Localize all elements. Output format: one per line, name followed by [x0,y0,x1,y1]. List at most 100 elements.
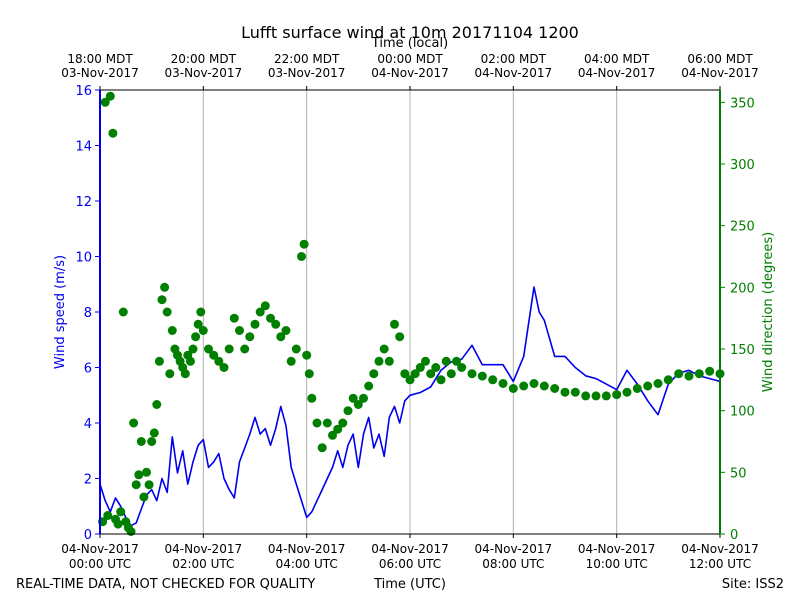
left-y-tick-label: 2 [84,473,92,488]
direction-point [467,369,477,379]
direction-point [379,344,389,354]
top-tick-label-time: 06:00 MDT [687,52,753,66]
direction-point [395,332,405,342]
direction-point [591,391,601,401]
top-tick-label-date: 03-Nov-2017 [165,66,243,80]
direction-point [322,418,332,428]
direction-point [139,492,149,502]
direction-point [297,252,306,261]
x-tick-label-time: 04:00 UTC [276,557,338,571]
x-tick-label-date: 04-Nov-2017 [371,542,449,556]
direction-point [144,480,154,490]
direction-point [214,356,224,366]
direction-point [180,369,190,379]
top-tick-label-date: 04-Nov-2017 [475,66,553,80]
direction-point [539,381,549,391]
speed-line [99,286,721,527]
direction-point [436,375,446,385]
direction-point [405,375,415,385]
right-y-tick-label: 200 [730,281,755,296]
direction-point [374,356,384,366]
right-y-tick-label: 100 [730,405,755,420]
direction-point [333,424,343,434]
left-axis-label: Wind speed (m/s) [53,255,68,369]
direction-point [276,332,286,342]
direction-point [147,437,157,446]
quality-note: REAL-TIME DATA, NOT CHECKED FOR QUALITY [16,577,315,592]
direction-point [255,307,265,317]
direction-point [312,418,322,428]
direction-point [271,319,281,329]
direction-point [165,369,175,379]
direction-point [477,371,487,381]
direction-point [457,363,467,372]
direction-point [167,326,177,335]
direction-point [705,366,715,376]
direction-point [612,390,622,400]
direction-point [550,384,560,393]
direction-point [113,519,123,529]
direction-point [188,344,198,354]
x-tick-label-date: 04-Nov-2017 [578,542,656,556]
left-y-tick-label: 12 [75,195,92,210]
direction-point [632,384,642,393]
x-tick-label-date: 04-Nov-2017 [268,542,346,556]
x-tick-label-date: 04-Nov-2017 [61,542,139,556]
direction-point [441,356,451,366]
right-y-tick-label: 350 [730,96,755,111]
top-tick-label-date: 04-Nov-2017 [578,66,656,80]
direction-point [142,467,151,477]
direction-point [157,295,167,305]
direction-point [299,239,309,249]
direction-point [291,344,301,354]
direction-point [410,369,420,379]
direction-point [359,393,368,403]
site-label: Site: ISS2 [722,577,784,592]
direction-point [162,307,172,317]
direction-point [229,313,239,323]
direction-point [431,363,441,372]
direction-point [100,97,110,107]
top-tick-label-date: 04-Nov-2017 [371,66,449,80]
direction-point [317,443,327,453]
direction-point [302,350,312,360]
direction-point [131,480,141,490]
right-y-tick-label: 50 [730,466,747,481]
direction-point [196,307,206,317]
left-y-tick-label: 14 [75,140,92,155]
direction-point [103,511,113,520]
direction-point [185,356,195,366]
direction-series [98,91,725,536]
direction-point [154,356,164,366]
direction-point [581,391,591,401]
top-tick-label-time: 04:00 MDT [584,52,650,66]
direction-point [400,369,410,379]
direction-point [105,91,115,101]
direction-point [152,400,162,409]
direction-point [508,384,518,393]
direction-point [426,369,436,379]
direction-point [245,332,255,342]
direction-point [653,379,663,388]
direction-point [343,406,353,416]
x-tick-label-time: 12:00 UTC [689,557,751,571]
left-y-tick-label: 8 [84,306,92,321]
direction-point [446,369,456,379]
direction-point [570,387,580,397]
direction-point [304,369,314,379]
right-y-tick-label: 300 [730,158,755,173]
direction-point [209,350,219,360]
left-y-tick-label: 0 [84,528,92,543]
direction-point [498,379,508,388]
direction-point [622,387,632,397]
top-tick-label-time: 20:00 MDT [171,52,237,66]
direction-point [663,375,673,385]
direction-point [235,326,244,335]
direction-point [204,344,213,354]
left-y-tick-label: 6 [84,362,92,377]
direction-point [240,344,250,354]
direction-point [224,344,234,354]
direction-point [307,393,317,403]
